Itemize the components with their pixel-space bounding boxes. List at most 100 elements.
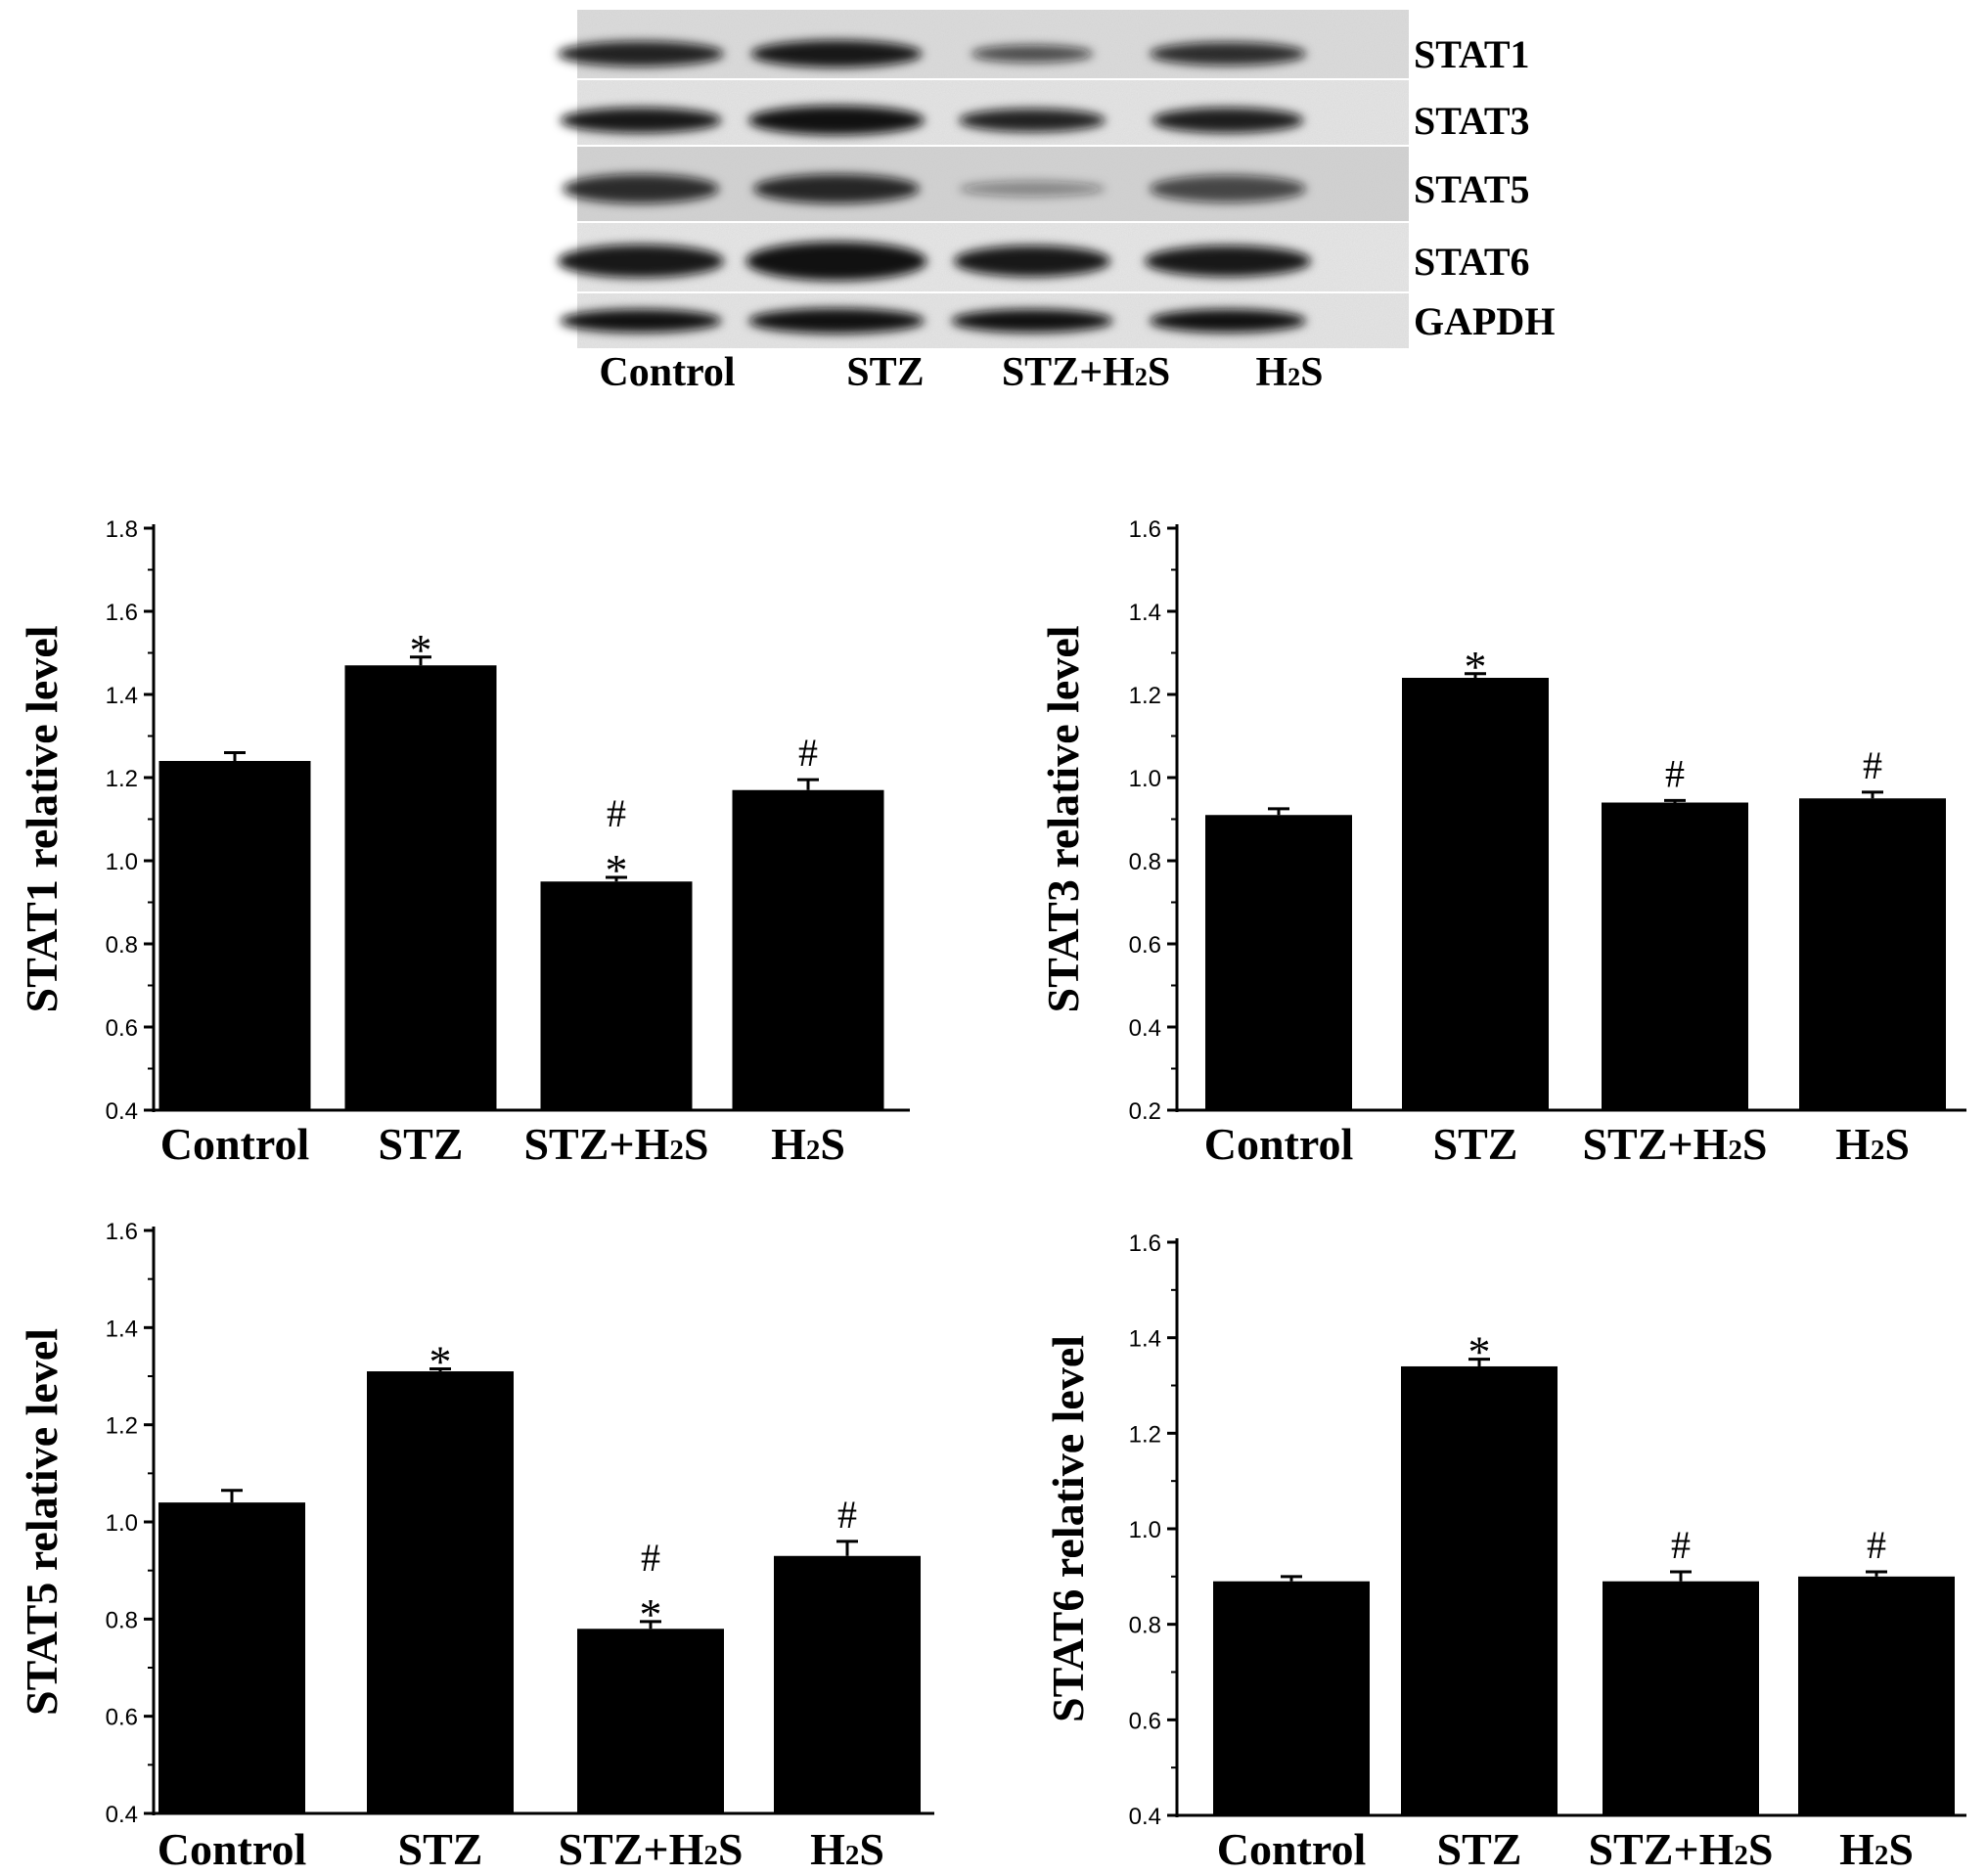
y-tick-label: 1.4 xyxy=(106,683,138,709)
x-category-label: Control xyxy=(160,1119,310,1169)
x-category-label: STZ+H2S xyxy=(558,1824,743,1874)
blot-band xyxy=(1152,108,1304,133)
x-category-label: STZ xyxy=(379,1119,464,1169)
x-category-label: STZ xyxy=(1433,1119,1518,1169)
significance-star: * xyxy=(1468,1327,1491,1377)
blot-band xyxy=(1150,175,1306,202)
bar xyxy=(1798,1576,1955,1815)
significance-hash: # xyxy=(837,1493,857,1537)
y-tick-label: 1.2 xyxy=(1129,1421,1161,1448)
x-category-label: H2S xyxy=(1839,1824,1914,1874)
x-category-label: Control xyxy=(1204,1119,1354,1169)
blot-band xyxy=(959,181,1106,197)
y-tick-label: 1.0 xyxy=(106,1510,138,1537)
significance-star: * xyxy=(606,845,628,895)
significance-star: * xyxy=(1465,642,1487,692)
y-tick-label: 1.0 xyxy=(1129,1517,1161,1543)
y-tick-label: 1.4 xyxy=(1129,1326,1161,1353)
blot-band xyxy=(745,242,927,281)
blot-band xyxy=(951,309,1113,333)
blot-band xyxy=(750,40,923,67)
y-tick-label: 0.4 xyxy=(1129,1804,1161,1830)
bar xyxy=(158,1502,305,1813)
bar xyxy=(1799,798,1946,1110)
y-tick-label: 0.8 xyxy=(1129,1613,1161,1639)
significance-hash: # xyxy=(798,731,818,775)
blot-band xyxy=(558,41,724,67)
y-tick-label: 1.6 xyxy=(106,1219,138,1245)
blot-band xyxy=(748,308,925,334)
x-category-label: Control xyxy=(158,1824,307,1874)
western-blot-panel: STAT1 STAT3 STAT5 STAT6 GAPDH Control STZ STZ+H… xyxy=(558,10,1555,395)
significance-hash: # xyxy=(1671,1523,1691,1567)
chart-3: 0.4 0.6 0.8 1.0 1.2 1.4 1.6 STAT5 relative leve… xyxy=(17,1219,934,1874)
blot-band xyxy=(558,245,724,278)
blot-lane-label: Control xyxy=(599,350,735,395)
significance-hash: # xyxy=(1665,751,1685,795)
blot-band xyxy=(560,309,722,333)
blot-protein-label: STAT1 xyxy=(1414,32,1530,76)
x-category-label: STZ xyxy=(1437,1824,1522,1874)
blot-lane-label: H2S xyxy=(1255,350,1323,395)
blot-band xyxy=(748,106,925,135)
y-tick-label: 1.0 xyxy=(106,849,138,875)
blot-lane-label: STZ+H2S xyxy=(1002,350,1170,395)
chart-2: 0.2 0.4 0.6 0.8 1.0 1.2 1.4 1.6 STAT3 relative l… xyxy=(1038,516,1966,1169)
blot-band xyxy=(971,45,1094,63)
y-tick-label: 0.6 xyxy=(106,1705,138,1731)
blot-band xyxy=(1145,246,1311,277)
y-tick-label: 1.2 xyxy=(1129,683,1161,709)
y-tick-label: 1.4 xyxy=(1129,600,1161,626)
y-axis-label: STAT5 relative level xyxy=(17,1328,67,1716)
chart-4: 0.4 0.6 0.8 1.0 1.2 1.4 1.6 STAT6 relative leve… xyxy=(1043,1230,1966,1874)
x-category-label: H2S xyxy=(810,1824,884,1874)
significance-hash: # xyxy=(607,791,626,835)
bar xyxy=(774,1555,921,1813)
y-tick-label: 0.4 xyxy=(1129,1015,1161,1042)
blot-protein-label: STAT3 xyxy=(1414,99,1530,143)
blot-band xyxy=(753,174,920,203)
blot-lane-label: STZ xyxy=(846,350,924,395)
y-tick-label: 0.8 xyxy=(106,932,138,959)
bar xyxy=(367,1371,514,1813)
y-tick-label: 0.6 xyxy=(1129,1708,1161,1734)
significance-hash: # xyxy=(1863,743,1882,787)
y-tick-label: 0.8 xyxy=(1129,849,1161,875)
y-tick-label: 0.6 xyxy=(106,1015,138,1042)
y-tick-label: 0.8 xyxy=(106,1607,138,1633)
blot-band xyxy=(1150,42,1306,66)
blot-protein-label: STAT6 xyxy=(1414,240,1530,284)
bar xyxy=(1401,1365,1558,1815)
bar-chart-panels: 0.4 0.6 0.8 1.0 1.2 1.4 1.6 1.8 STAT1 relative l… xyxy=(17,516,1966,1874)
significance-star: * xyxy=(410,625,432,675)
blot-strip-texture xyxy=(577,10,1409,78)
blot-protein-label: GAPDH xyxy=(1414,299,1555,343)
y-tick-label: 0.4 xyxy=(106,1802,138,1828)
x-category-label: H2S xyxy=(1835,1119,1910,1169)
y-tick-label: 1.2 xyxy=(106,766,138,792)
bar xyxy=(1603,1581,1759,1815)
chart-1: 0.4 0.6 0.8 1.0 1.2 1.4 1.6 1.8 STAT1 relative l… xyxy=(17,516,910,1169)
blot-band xyxy=(959,109,1106,132)
y-tick-label: 1.6 xyxy=(1129,1230,1161,1257)
bar xyxy=(1602,802,1748,1110)
y-tick-label: 1.0 xyxy=(1129,766,1161,792)
blot-band xyxy=(560,108,722,133)
y-tick-label: 1.6 xyxy=(106,600,138,626)
bar xyxy=(344,665,497,1110)
bar xyxy=(540,881,693,1110)
y-axis-label: STAT1 relative level xyxy=(17,625,67,1012)
y-tick-label: 1.8 xyxy=(106,516,138,543)
blot-protein-label: STAT5 xyxy=(1414,167,1530,211)
x-category-label: STZ+H2S xyxy=(523,1119,708,1169)
x-category-label: H2S xyxy=(771,1119,845,1169)
blot-band xyxy=(1150,309,1306,333)
bar xyxy=(158,761,311,1110)
blot-band xyxy=(563,174,719,203)
significance-hash: # xyxy=(1867,1523,1886,1567)
y-axis-label: STAT3 relative level xyxy=(1038,625,1088,1012)
significance-star: * xyxy=(429,1337,452,1387)
y-tick-label: 0.6 xyxy=(1129,932,1161,959)
y-tick-label: 1.6 xyxy=(1129,516,1161,543)
